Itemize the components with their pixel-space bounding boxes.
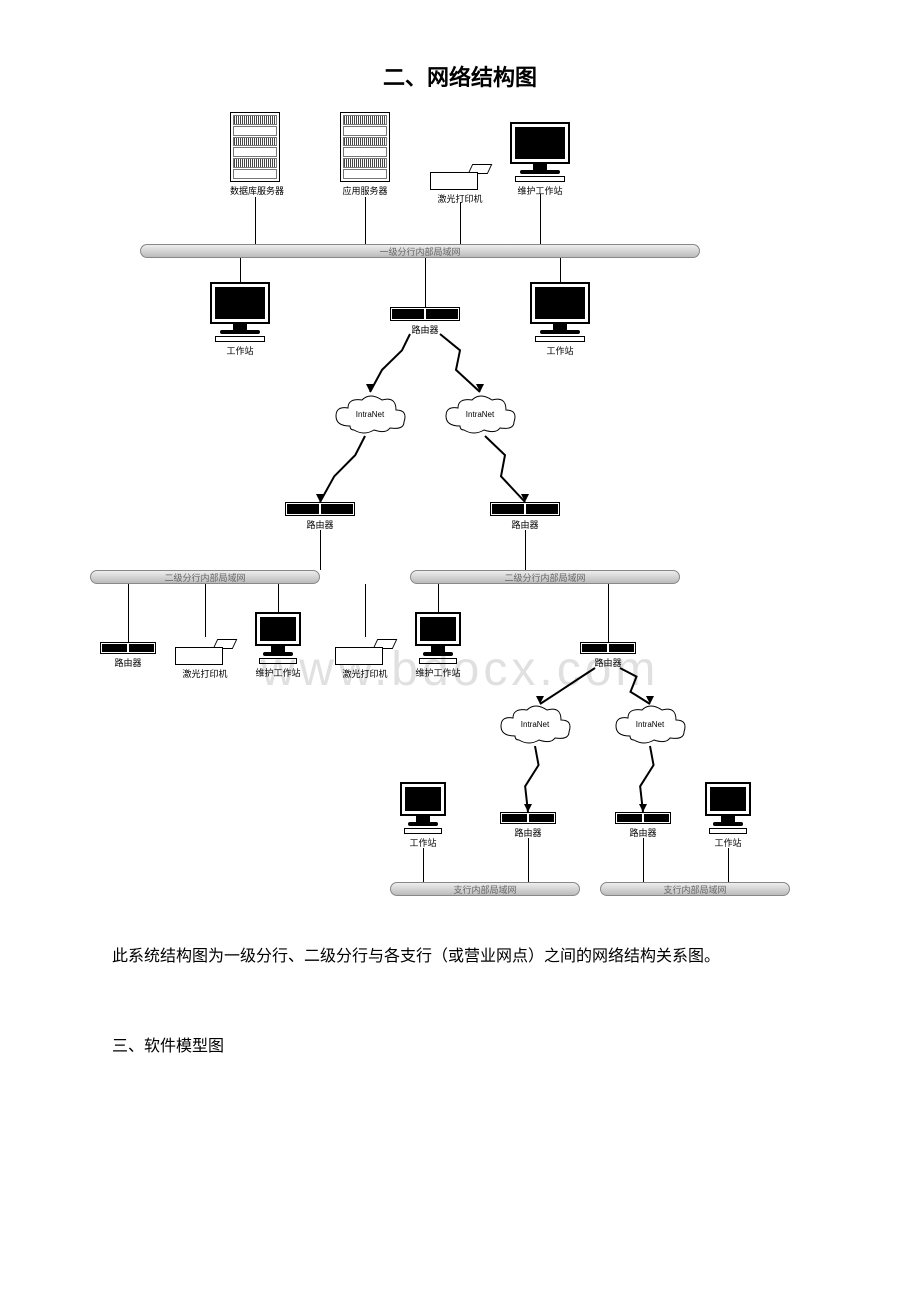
lightning-link xyxy=(364,328,416,398)
workstation-icon xyxy=(415,612,461,664)
lan-pipe: 支行内部局域网 xyxy=(390,882,580,896)
node-label: 路由器 xyxy=(285,518,355,531)
router_l2_l: 路由器 xyxy=(285,502,355,531)
node-label: 应用服务器 xyxy=(340,184,390,197)
connector-line xyxy=(460,202,461,244)
maint_b_r: 维护工作站 xyxy=(415,612,461,679)
printer_top: 激光打印机 xyxy=(430,162,490,205)
cloud-icon: IntraNet xyxy=(330,392,410,436)
lightning-link xyxy=(637,740,656,818)
lan-pipe: 二级分行内部局域网 xyxy=(410,570,680,584)
section-3-heading: 三、软件模型图 xyxy=(80,1032,840,1056)
connector-line xyxy=(320,530,321,570)
db_server: 数据库服务器 xyxy=(230,112,284,197)
connector-line xyxy=(240,258,241,282)
node-label: 路由器 xyxy=(390,323,460,336)
app_server: 应用服务器 xyxy=(340,112,390,197)
diagram-description: 此系统结构图为一级分行、二级分行与各支行（或营业网点）之间的网络结构关系图。 xyxy=(80,942,840,972)
router_br_l: 路由器 xyxy=(500,812,556,839)
connector-line xyxy=(438,584,439,612)
connector-line xyxy=(425,258,426,307)
router-icon xyxy=(390,307,460,321)
cloud-icon: IntraNet xyxy=(440,392,520,436)
router_l2_r: 路由器 xyxy=(490,502,560,531)
maint_b_l: 维护工作站 xyxy=(255,612,301,679)
printer_b_r: 激光打印机 xyxy=(335,637,395,680)
printer_b_l: 激光打印机 xyxy=(175,637,235,680)
connector-line xyxy=(540,194,541,244)
lightning-link xyxy=(479,430,531,508)
workstation-icon xyxy=(210,282,270,342)
node-label: 路由器 xyxy=(580,656,636,669)
router_b_r: 路由器 xyxy=(580,642,636,669)
maint_top: 维护工作站 xyxy=(510,122,570,197)
workstation-icon xyxy=(510,122,570,182)
node-label: 路由器 xyxy=(615,826,671,839)
connector-line xyxy=(423,848,424,882)
node-label: 路由器 xyxy=(100,656,156,669)
network-diagram: www.bdocx.com 一级分行内部局域网二级分行内部局域网二级分行内部局域… xyxy=(80,102,840,922)
node-label: 工作站 xyxy=(210,344,270,357)
connector-line xyxy=(365,197,366,244)
router-icon xyxy=(500,812,556,824)
ws_b_right: 工作站 xyxy=(705,782,751,849)
connector-line xyxy=(643,838,644,882)
connector-line xyxy=(728,848,729,882)
connector-line xyxy=(528,838,529,882)
server-icon xyxy=(340,112,390,182)
router-icon xyxy=(490,502,560,516)
lan-pipe: 支行内部局域网 xyxy=(600,882,790,896)
lan-pipe: 一级分行内部局域网 xyxy=(140,244,700,258)
connector-line xyxy=(525,530,526,570)
cloud-label: IntraNet xyxy=(330,392,410,436)
workstation-icon xyxy=(255,612,301,664)
cloud-label: IntraNet xyxy=(610,702,690,746)
router_top: 路由器 xyxy=(390,307,460,336)
router_br_r: 路由器 xyxy=(615,812,671,839)
connector-line xyxy=(205,584,206,637)
node-label: 工作站 xyxy=(400,836,446,849)
connector-line xyxy=(255,197,256,244)
lan-pipe: 二级分行内部局域网 xyxy=(90,570,320,584)
connector-line xyxy=(278,584,279,612)
node-label: 维护工作站 xyxy=(415,666,461,679)
cloud-icon: IntraNet xyxy=(610,702,690,746)
node-label: 路由器 xyxy=(490,518,560,531)
printer-icon xyxy=(335,637,395,665)
lightning-link xyxy=(434,328,486,398)
node-label: 数据库服务器 xyxy=(230,184,284,197)
connector-line xyxy=(365,584,366,637)
router-icon xyxy=(100,642,156,654)
node-label: 激光打印机 xyxy=(430,192,490,205)
workstation-icon xyxy=(530,282,590,342)
node-label: 工作站 xyxy=(530,344,590,357)
printer-icon xyxy=(175,637,235,665)
lightning-link xyxy=(522,740,541,818)
router-icon xyxy=(580,642,636,654)
workstation-icon xyxy=(400,782,446,834)
ws_l1_right: 工作站 xyxy=(530,282,590,357)
cloud-label: IntraNet xyxy=(495,702,575,746)
node-label: 维护工作站 xyxy=(255,666,301,679)
node-label: 激光打印机 xyxy=(335,667,395,680)
ws_l1_left: 工作站 xyxy=(210,282,270,357)
server-icon xyxy=(230,112,280,182)
page-title: 二、网络结构图 xyxy=(80,60,840,92)
node-label: 激光打印机 xyxy=(175,667,235,680)
node-label: 维护工作站 xyxy=(510,184,570,197)
router_b_l: 路由器 xyxy=(100,642,156,669)
router-icon xyxy=(615,812,671,824)
printer-icon xyxy=(430,162,490,190)
lightning-link xyxy=(314,430,371,508)
connector-line xyxy=(128,584,129,642)
cloud-icon: IntraNet xyxy=(495,702,575,746)
cloud-label: IntraNet xyxy=(440,392,520,436)
node-label: 工作站 xyxy=(705,836,751,849)
node-label: 路由器 xyxy=(500,826,556,839)
connector-line xyxy=(560,258,561,282)
connector-line xyxy=(608,584,609,642)
workstation-icon xyxy=(705,782,751,834)
ws_b_left: 工作站 xyxy=(400,782,446,849)
router-icon xyxy=(285,502,355,516)
